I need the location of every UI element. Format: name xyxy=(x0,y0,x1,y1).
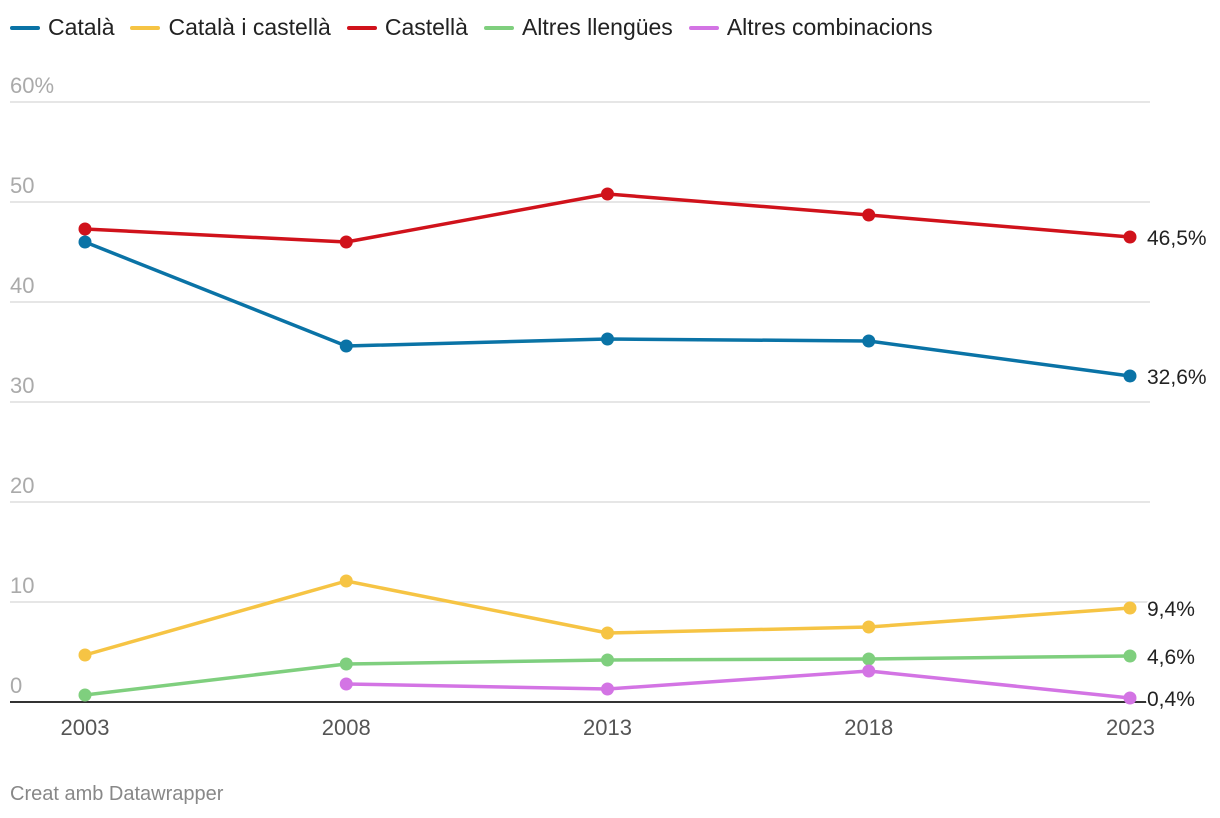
y-tick-label: 20 xyxy=(10,473,34,498)
data-point xyxy=(601,187,614,201)
legend-item: Altres llengües xyxy=(483,14,673,41)
y-tick-label: 40 xyxy=(10,273,34,298)
y-tick-label: 60% xyxy=(10,73,54,98)
end-value-label: 46,5% xyxy=(1147,227,1207,250)
legend-swatch xyxy=(130,25,161,30)
data-point xyxy=(1123,230,1137,244)
legend-label: Català xyxy=(48,14,115,40)
end-value-label: 0,4% xyxy=(1147,688,1195,711)
y-tick-label: 0 xyxy=(10,673,22,698)
data-point xyxy=(78,222,92,236)
data-point xyxy=(1123,601,1137,615)
data-point xyxy=(601,332,614,346)
legend-label: Castellà xyxy=(384,14,468,40)
series-line xyxy=(83,240,1132,378)
end-value-label: 9,4% xyxy=(1147,598,1195,621)
series-line xyxy=(83,192,1132,244)
x-tick-label: 2023 xyxy=(1106,715,1155,740)
data-point xyxy=(862,334,876,348)
legend-item: Castellà xyxy=(346,14,468,41)
legend-item: Altres combinacions xyxy=(688,14,933,41)
data-point xyxy=(78,688,92,702)
legend-swatch xyxy=(346,25,377,30)
x-tick-label: 2013 xyxy=(583,715,632,740)
legend: Català Català i castellà Castellà Altres ll… xyxy=(10,14,949,41)
credit-text[interactable]: Creat amb Datawrapper xyxy=(10,783,224,805)
y-tick-label: 50 xyxy=(10,173,34,198)
end-value-label: 32,6% xyxy=(1147,366,1207,389)
data-point xyxy=(1123,649,1137,663)
data-point xyxy=(862,208,876,222)
end-value-label: 4,6% xyxy=(1147,646,1195,669)
legend-label: Català i castellà xyxy=(168,14,331,40)
data-point xyxy=(339,657,353,671)
data-point xyxy=(339,574,353,588)
data-point xyxy=(339,339,353,353)
data-point xyxy=(339,677,353,691)
legend-label: Altres llengües xyxy=(521,14,673,40)
legend-item: Català xyxy=(10,14,114,41)
data-point xyxy=(601,626,614,640)
y-tick-label: 30 xyxy=(10,373,34,398)
legend-label: Altres combinacions xyxy=(726,14,933,40)
legend-swatch xyxy=(10,25,40,30)
x-tick-label: 2018 xyxy=(844,715,893,740)
y-tick-label: 10 xyxy=(10,573,34,598)
data-point xyxy=(862,652,876,666)
series-line xyxy=(83,579,1132,657)
legend-swatch xyxy=(483,25,514,30)
legend-swatch xyxy=(688,25,719,30)
data-point xyxy=(78,235,92,249)
data-point xyxy=(601,682,614,696)
data-point xyxy=(78,648,92,662)
legend-item: Català i castellà xyxy=(130,14,331,41)
x-tick-label: 2003 xyxy=(61,715,110,740)
data-point xyxy=(339,235,353,249)
data-point xyxy=(862,664,876,678)
data-point xyxy=(601,653,614,667)
data-point xyxy=(862,620,876,634)
data-point xyxy=(1123,369,1137,383)
data-point xyxy=(1123,691,1137,705)
x-tick-label: 2008 xyxy=(322,715,371,740)
series-line xyxy=(344,669,1132,700)
